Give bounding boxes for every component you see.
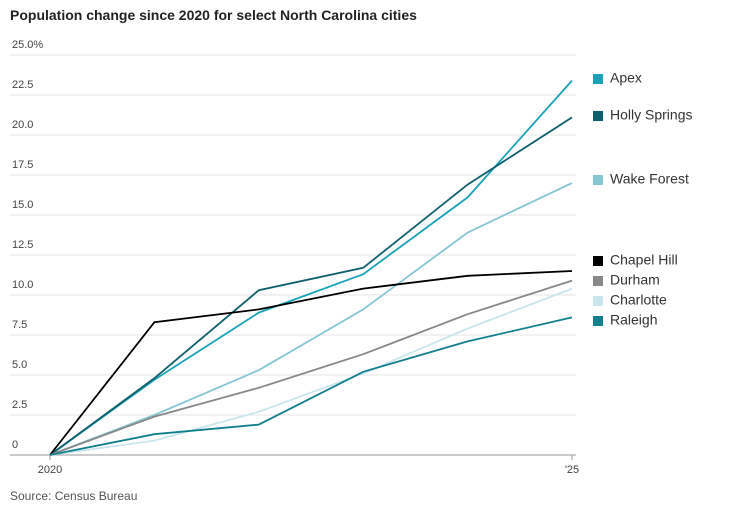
y-tick-label: 5.0 <box>12 359 27 371</box>
legend-swatch <box>593 256 603 266</box>
y-tick-label: 20.0 <box>12 119 33 131</box>
y-tick-label: 7.5 <box>12 319 27 331</box>
legend-swatch <box>593 111 603 121</box>
legend-label: Chapel Hill <box>610 252 678 268</box>
series-line <box>49 182 573 456</box>
y-tick-label: 0 <box>12 439 18 451</box>
legend-label: Apex <box>610 70 642 86</box>
series-line <box>49 116 573 456</box>
legend-label: Charlotte <box>610 292 667 308</box>
y-tick-label: 17.5 <box>12 159 33 171</box>
source: Source: Census Bureau <box>10 489 137 503</box>
y-tick-label: 12.5 <box>12 239 33 251</box>
x-tick-label: '25 <box>565 464 579 476</box>
chart-title: Population change since 2020 for select … <box>10 7 417 23</box>
y-tick-label: 10.0 <box>12 279 33 291</box>
series-line <box>49 270 573 456</box>
series-line <box>49 287 573 456</box>
legend-label: Wake Forest <box>610 171 689 187</box>
y-tick-label: 2.5 <box>12 399 27 411</box>
legend-swatch <box>593 316 603 326</box>
legend-swatch <box>593 74 603 84</box>
legend-label: Holly Springs <box>610 107 692 123</box>
series-line <box>49 316 573 456</box>
series-line <box>49 80 573 456</box>
y-tick-label: 25.0% <box>12 39 43 51</box>
legend-label: Raleigh <box>610 312 657 328</box>
y-tick-label: 15.0 <box>12 199 33 211</box>
y-tick-label: 22.5 <box>12 79 33 91</box>
legend-swatch <box>593 276 603 286</box>
series-line <box>49 279 573 456</box>
legend-swatch <box>593 175 603 185</box>
x-tick-label: 2020 <box>38 464 62 476</box>
legend-swatch <box>593 296 603 306</box>
legend-label: Durham <box>610 272 660 288</box>
